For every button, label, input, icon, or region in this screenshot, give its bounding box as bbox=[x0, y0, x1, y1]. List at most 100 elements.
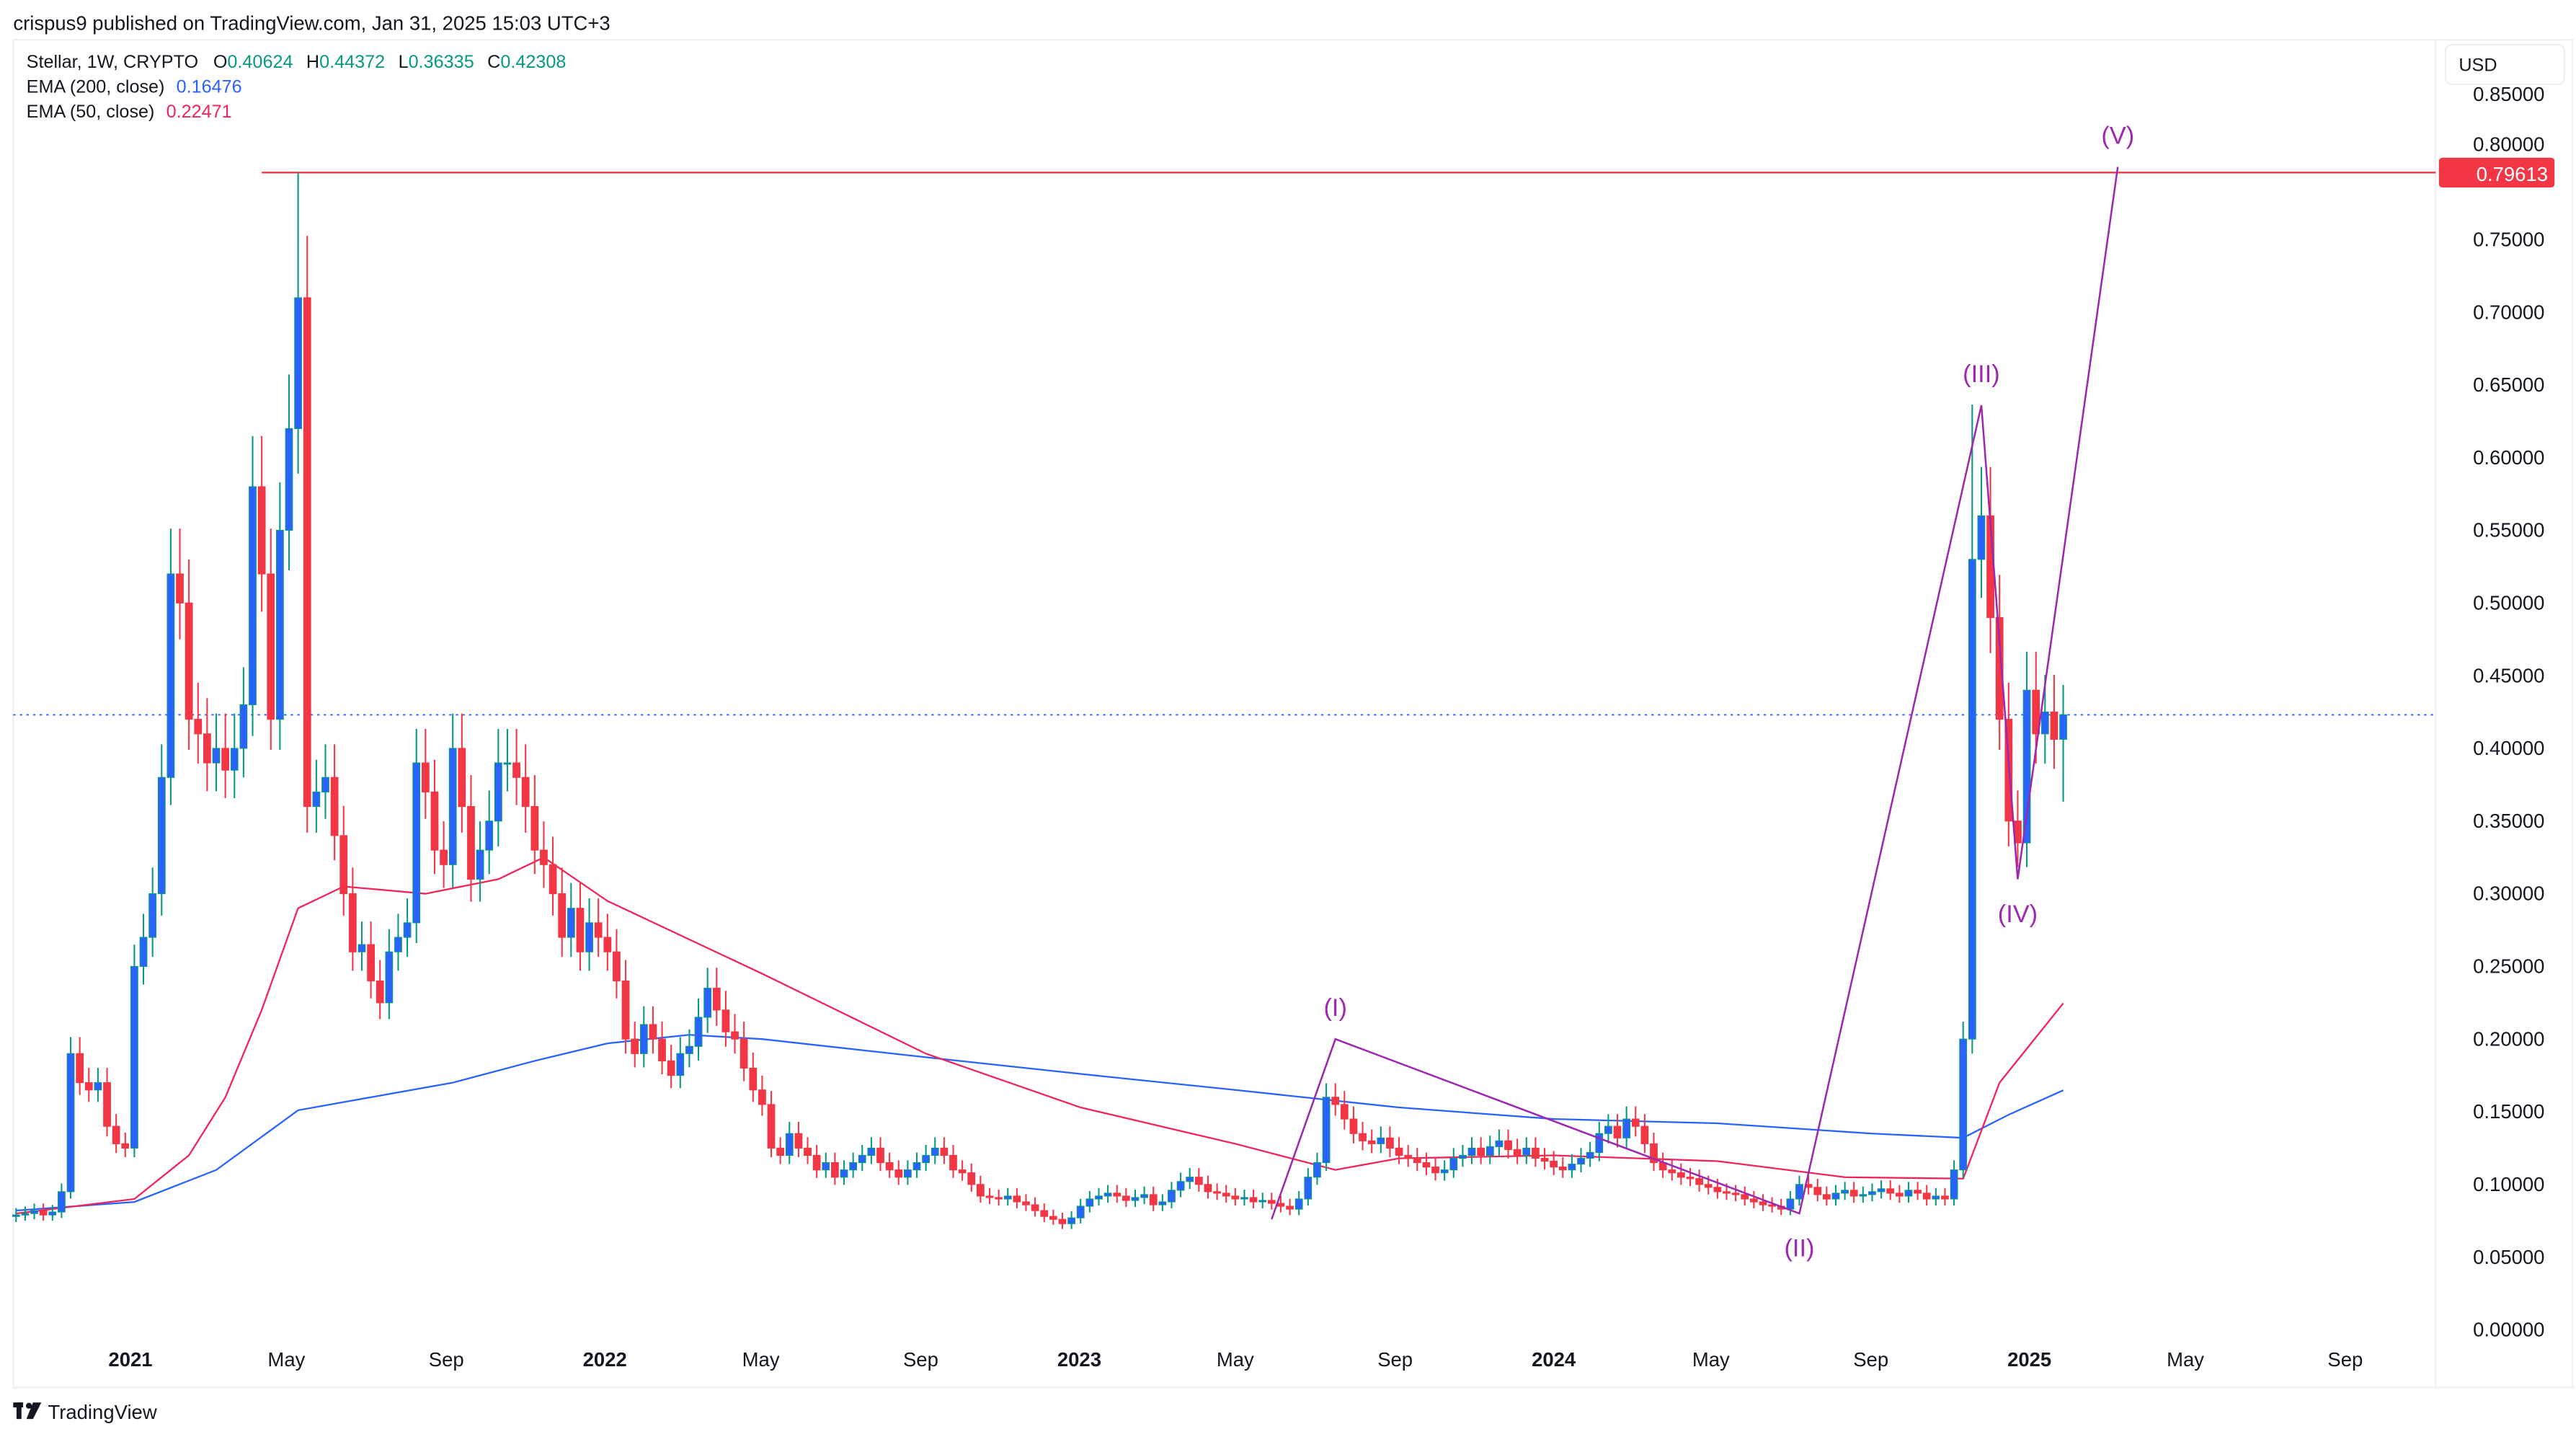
candle bbox=[567, 882, 575, 957]
open-label: O bbox=[213, 52, 228, 72]
candle bbox=[540, 821, 548, 888]
candle-body bbox=[867, 1147, 876, 1156]
candle bbox=[1222, 1185, 1230, 1203]
candle-body bbox=[1977, 515, 1986, 560]
candle bbox=[1440, 1160, 1449, 1181]
candle bbox=[1085, 1191, 1094, 1213]
candle bbox=[485, 790, 494, 875]
candle bbox=[203, 698, 211, 792]
candle bbox=[376, 960, 384, 1019]
candle-body bbox=[385, 951, 394, 1004]
candle-body bbox=[12, 1214, 20, 1217]
candle-body bbox=[894, 1169, 903, 1178]
candle bbox=[1286, 1198, 1294, 1216]
candle-body bbox=[1968, 559, 1976, 1040]
candle-body bbox=[1904, 1190, 1913, 1197]
candle-body bbox=[976, 1184, 985, 1197]
candle-body bbox=[249, 486, 257, 706]
candle-body bbox=[1022, 1201, 1030, 1205]
candle bbox=[130, 944, 138, 1157]
candle bbox=[758, 1075, 766, 1116]
candle-body bbox=[1950, 1169, 1958, 1200]
candle bbox=[1513, 1138, 1522, 1164]
candle-body bbox=[121, 1143, 130, 1149]
candle bbox=[576, 882, 585, 971]
candle bbox=[1877, 1180, 1886, 1199]
candle-body bbox=[1532, 1147, 1540, 1159]
candle bbox=[621, 960, 630, 1054]
candle bbox=[139, 913, 148, 985]
currency-button[interactable]: USD bbox=[2444, 43, 2566, 86]
resistance-price-label: 0.79613 bbox=[2477, 163, 2548, 185]
candle-body bbox=[1049, 1216, 1057, 1220]
candle bbox=[176, 528, 184, 640]
candle-body bbox=[1668, 1169, 1676, 1174]
candle bbox=[403, 898, 412, 957]
price-tick-label: 0.65000 bbox=[2473, 373, 2544, 396]
candle-body bbox=[1377, 1137, 1385, 1144]
candle bbox=[1914, 1182, 1922, 1200]
close-value: 0.42308 bbox=[500, 52, 566, 72]
candle bbox=[1040, 1203, 1049, 1223]
candle bbox=[1367, 1129, 1376, 1154]
candle bbox=[785, 1121, 794, 1164]
candle-body bbox=[594, 922, 603, 938]
candle-body bbox=[1640, 1125, 1649, 1144]
candle bbox=[1477, 1137, 1485, 1164]
candle bbox=[94, 1068, 102, 1102]
candle bbox=[594, 898, 603, 957]
price-tick-label: 0.85000 bbox=[2473, 83, 2544, 105]
price-tick-label: 0.10000 bbox=[2473, 1173, 2544, 1195]
candle-body bbox=[1449, 1157, 1458, 1171]
candle bbox=[230, 713, 239, 799]
candle bbox=[1168, 1182, 1176, 1208]
candle-body bbox=[503, 762, 512, 765]
time-tick-label: May bbox=[1217, 1348, 1254, 1371]
candle-body bbox=[1813, 1187, 1822, 1195]
candle bbox=[703, 968, 712, 1033]
candle bbox=[1404, 1144, 1413, 1167]
price-tick-label: 0.20000 bbox=[2473, 1027, 2544, 1050]
candle-body bbox=[1349, 1118, 1358, 1134]
price-tick-label: 0.00000 bbox=[2473, 1319, 2544, 1341]
time-tick-label: May bbox=[742, 1348, 780, 1371]
candle bbox=[1749, 1191, 1758, 1208]
candle-body bbox=[876, 1147, 884, 1164]
candle-body bbox=[731, 1031, 739, 1040]
candle-body bbox=[521, 777, 530, 808]
candle-body bbox=[740, 1038, 748, 1069]
time-tick-label: 2022 bbox=[583, 1348, 627, 1371]
elliott-wave-label: (II) bbox=[1784, 1235, 1814, 1262]
price-tick-label: 0.60000 bbox=[2473, 446, 2544, 469]
candle-body bbox=[1286, 1205, 1294, 1210]
candle-body bbox=[1695, 1178, 1704, 1185]
candle-body bbox=[212, 748, 221, 764]
candle bbox=[822, 1152, 830, 1178]
candle-body bbox=[1522, 1147, 1531, 1156]
candle bbox=[658, 1021, 666, 1075]
candle bbox=[1422, 1152, 1431, 1175]
ema200-value: 0.16476 bbox=[177, 76, 242, 97]
candle-body bbox=[1841, 1190, 1849, 1194]
candle-body bbox=[1568, 1163, 1576, 1171]
candle-body bbox=[357, 944, 366, 952]
ema50-legend[interactable]: EMA (50, close) 0.22471 bbox=[27, 102, 232, 122]
candle bbox=[194, 682, 203, 764]
candle-body bbox=[421, 762, 430, 793]
candle bbox=[257, 435, 266, 612]
candle-body bbox=[540, 849, 548, 865]
candle bbox=[867, 1137, 876, 1164]
candle-body bbox=[21, 1213, 30, 1216]
ema50-label: EMA (50, close) bbox=[27, 102, 155, 122]
candle-body bbox=[1095, 1195, 1103, 1200]
candle bbox=[112, 1114, 120, 1154]
candle bbox=[1013, 1187, 1021, 1208]
candle bbox=[676, 1037, 685, 1089]
candle-body bbox=[130, 965, 138, 1149]
candle bbox=[212, 713, 221, 792]
candle-body bbox=[494, 762, 502, 822]
time-tick-label: Sep bbox=[429, 1348, 464, 1371]
candle bbox=[1249, 1189, 1258, 1208]
ema200-legend[interactable]: EMA (200, close) 0.16476 bbox=[27, 76, 242, 97]
